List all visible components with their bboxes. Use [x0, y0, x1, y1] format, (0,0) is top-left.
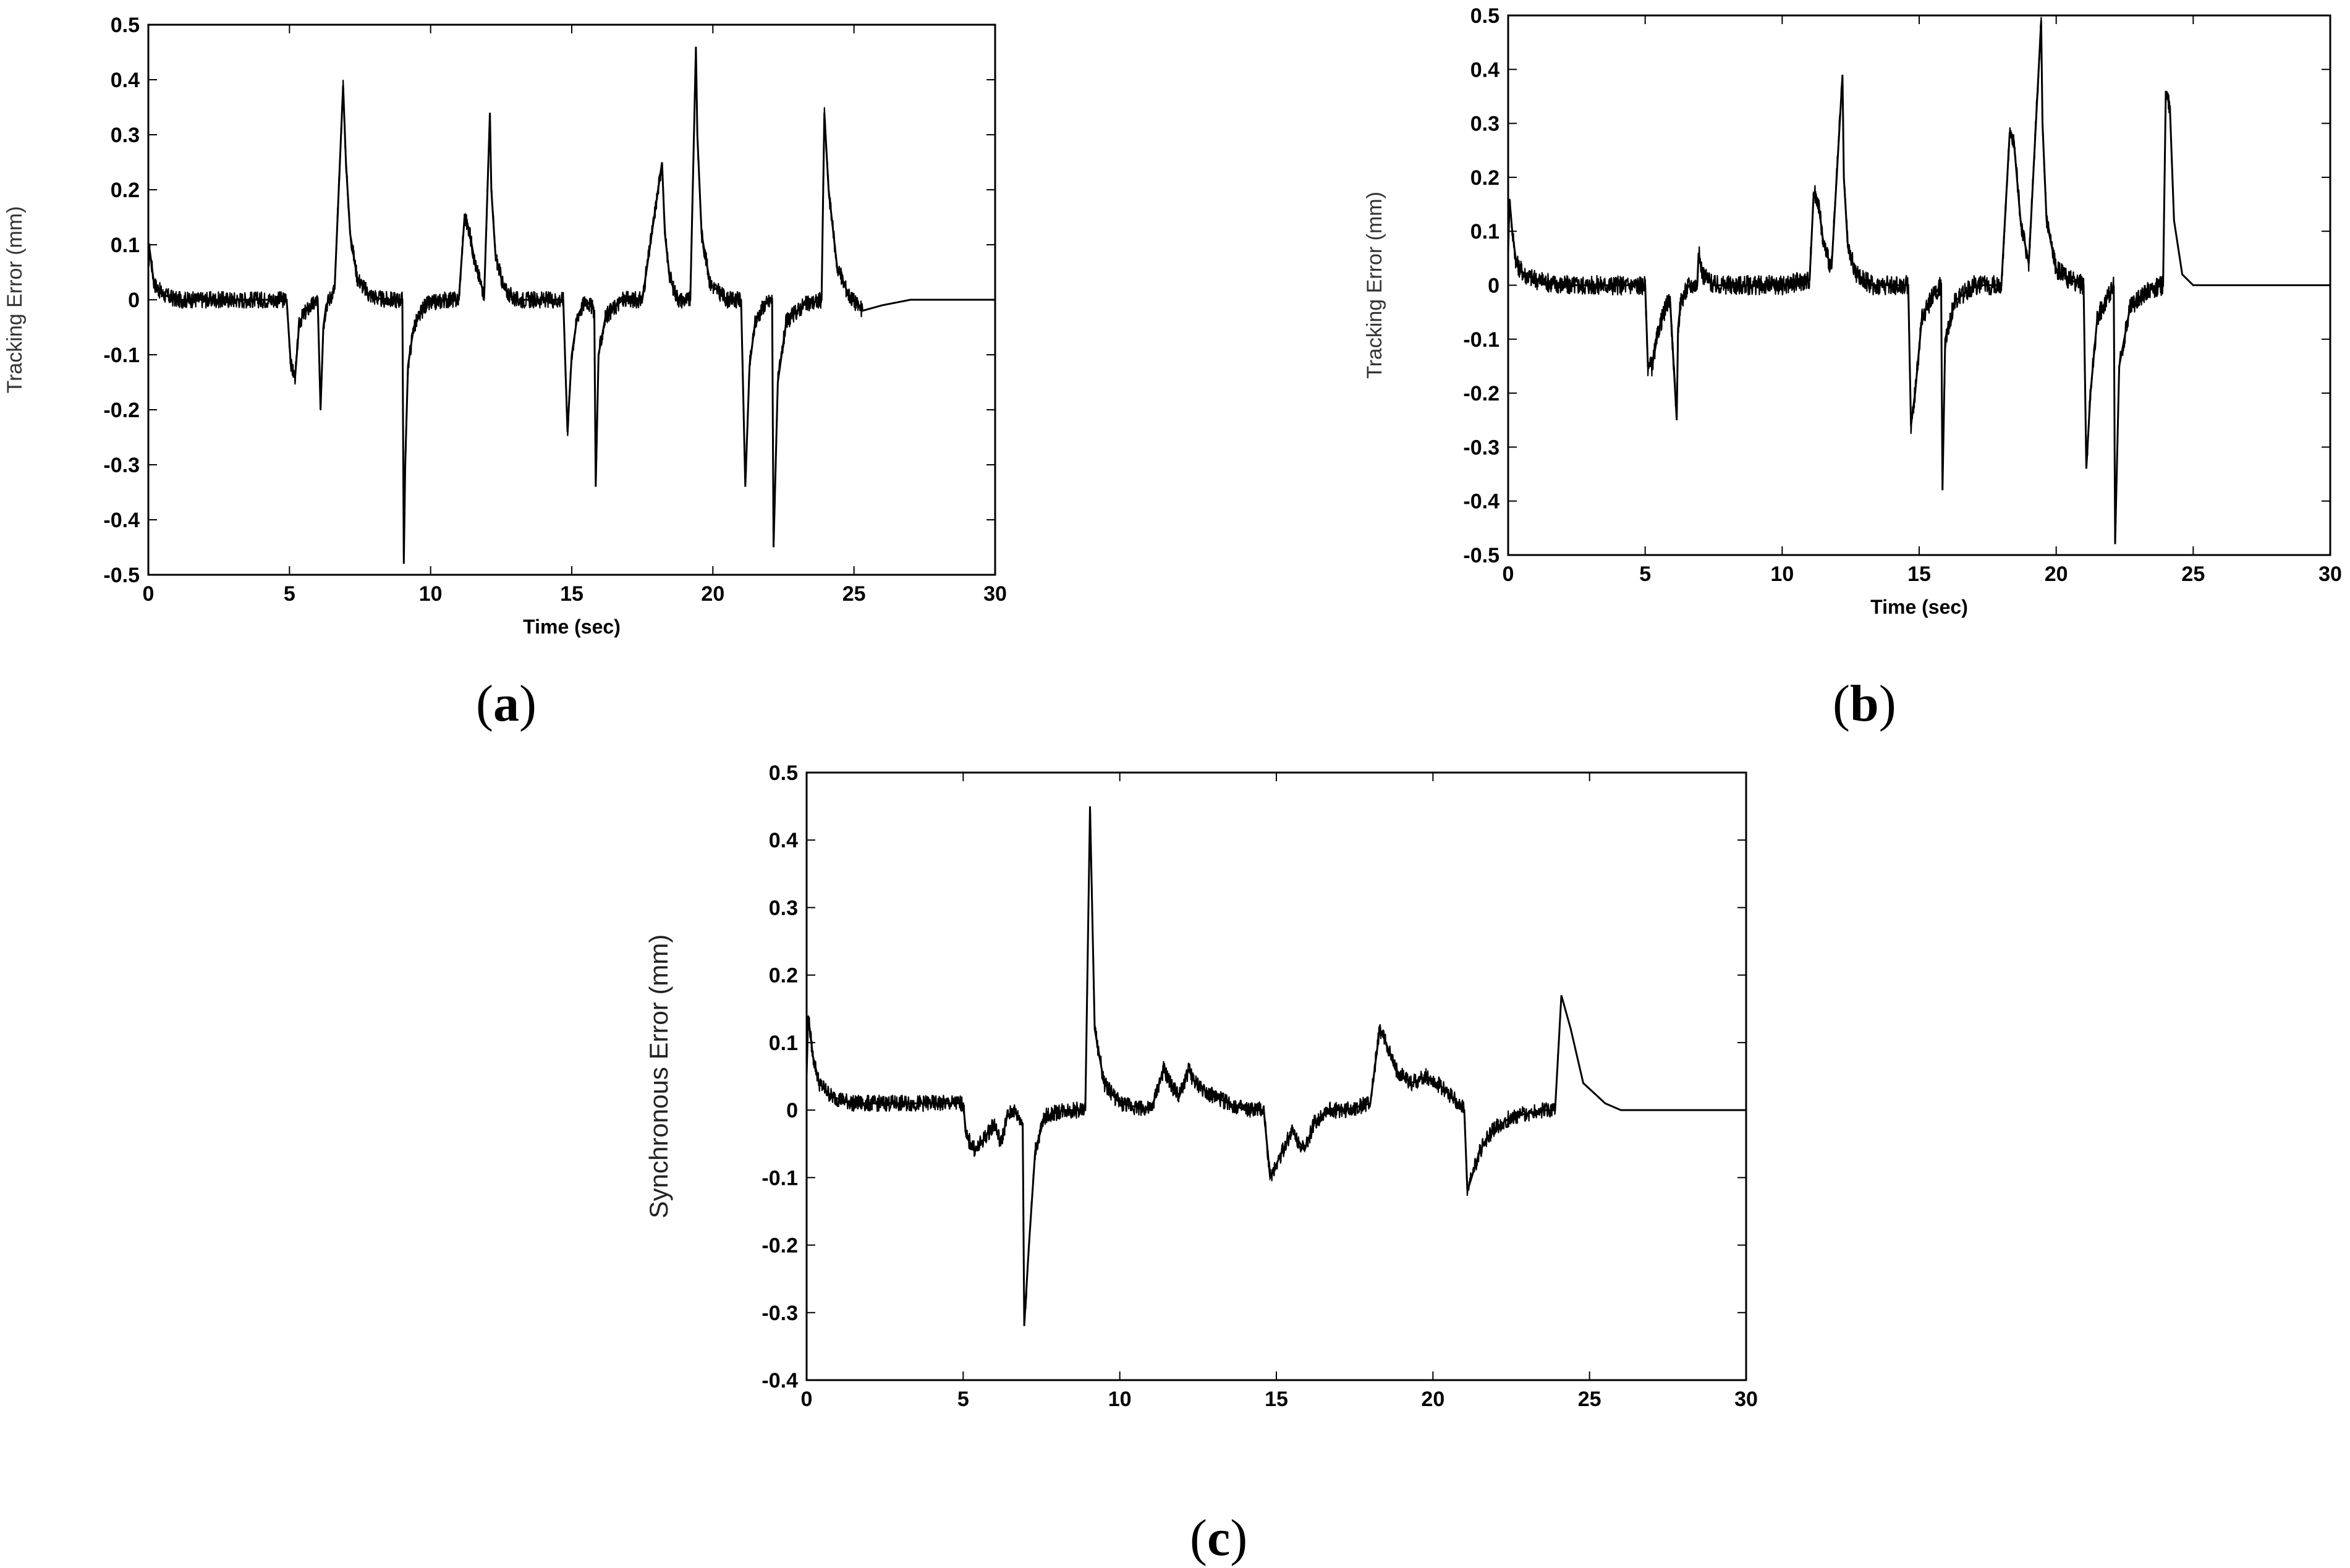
y-tick-label-c-2: 0.3	[769, 896, 798, 920]
x-tick-label-c-6: 30	[1734, 1388, 1758, 1411]
y-axis-label-a: Tracking Error (mm)	[3, 206, 27, 394]
y-tick-label-b-3: 0.2	[1470, 166, 1500, 190]
y-tick-label-a-9: -0.4	[103, 509, 140, 532]
x-tick-label-b-6: 30	[2318, 562, 2342, 586]
y-tick-label-b-7: -0.2	[1463, 382, 1500, 405]
y-tick-label-a-1: 0.4	[111, 69, 140, 92]
y-tick-label-a-8: -0.3	[103, 454, 140, 477]
x-tick-label-a-1: 5	[284, 582, 295, 606]
x-tick-label-c-3: 15	[1265, 1388, 1288, 1411]
y-tick-label-c-0: 0.5	[769, 761, 798, 785]
y-tick-label-a-3: 0.2	[111, 179, 140, 202]
y-tick-label-a-7: -0.2	[103, 399, 140, 422]
y-tick-label-b-6: -0.1	[1463, 328, 1500, 352]
x-tick-label-b-5: 25	[2181, 562, 2205, 586]
y-tick-label-c-8: -0.3	[761, 1302, 798, 1325]
chart-a: 0 5 10 15 20 25 30 0.5 0.4 0.3 0.2 0.1 0 -0.1 -0.2 -0.3…	[3, 14, 1007, 638]
x-tick-label-c-5: 25	[1578, 1388, 1601, 1411]
chart-panel-b: 0 5 10 15 20 25 30 0.5 0.4 0.3 0.2 0.1 0 -0.1 -0.2 -0.3…	[1347, 0, 2350, 624]
y-tick-label-a-10: -0.5	[103, 564, 140, 587]
chart-b: 0 5 10 15 20 25 30 0.5 0.4 0.3 0.2 0.1 0 -0.1 -0.2 -0.3…	[1363, 4, 2342, 618]
y-tick-label-b-4: 0.1	[1470, 220, 1500, 244]
x-tick-label-a-2: 10	[419, 582, 443, 606]
y-axis-label-c: Synchronous Error (mm)	[644, 934, 673, 1219]
x-tick-label-c-4: 20	[1421, 1388, 1444, 1411]
y-tick-label-a-2: 0.3	[111, 124, 140, 147]
y-tick-label-a-4: 0.1	[111, 234, 140, 257]
x-tick-label-a-0: 0	[143, 582, 155, 606]
y-tick-label-c-4: 0.1	[769, 1032, 798, 1055]
x-tick-label-b-2: 10	[1770, 562, 1794, 586]
y-tick-label-a-5: 0	[128, 289, 140, 312]
y-tick-label-a-0: 0.5	[111, 14, 140, 37]
y-tick-label-b-8: -0.3	[1463, 436, 1500, 459]
caption-a-letter: a	[493, 675, 519, 732]
caption-c-letter: c	[1207, 1509, 1231, 1567]
y-tick-label-b-0: 0.5	[1470, 4, 1500, 28]
caption-a: (a)	[476, 675, 537, 732]
x-axis-label-b: Time (sec)	[1870, 596, 1968, 618]
chart-panel-a: 0 5 10 15 20 25 30 0.5 0.4 0.3 0.2 0.1 0 -0.1 -0.2 -0.3…	[0, 0, 1051, 638]
x-tick-label-a-3: 15	[560, 582, 583, 606]
x-tick-label-c-0: 0	[801, 1388, 813, 1411]
x-tick-label-c-2: 10	[1108, 1388, 1132, 1411]
y-tick-label-c-7: -0.2	[761, 1234, 798, 1258]
y-tick-label-b-2: 0.3	[1470, 112, 1500, 136]
y-tick-label-b-1: 0.4	[1470, 58, 1500, 82]
y-tick-label-c-5: 0	[786, 1099, 798, 1122]
x-tick-label-a-5: 25	[842, 582, 866, 606]
series-envelope-a-0	[147, 46, 995, 564]
x-tick-label-a-4: 20	[701, 582, 724, 606]
chart-panel-c: 0 5 10 15 20 25 30 0.5 0.4 0.3 0.2 0.1 0 -0.1 -0.2 -0.3…	[630, 742, 1817, 1452]
y-tick-label-c-1: 0.4	[769, 829, 798, 852]
x-tick-label-c-1: 5	[957, 1388, 969, 1411]
x-tick-label-b-1: 5	[1639, 562, 1651, 586]
x-tick-label-b-4: 20	[2045, 562, 2068, 586]
series-envelope-b-0	[1507, 20, 2330, 545]
x-tick-label-b-0: 0	[1503, 562, 1514, 586]
caption-b-letter: b	[1849, 675, 1879, 732]
y-tick-label-b-5: 0	[1488, 274, 1500, 298]
x-tick-label-b-3: 15	[1907, 562, 1931, 586]
x-tick-label-a-6: 30	[983, 582, 1007, 606]
caption-b: (b)	[1833, 675, 1896, 732]
chart-c: 0 5 10 15 20 25 30 0.5 0.4 0.3 0.2 0.1 0 -0.1 -0.2 -0.3…	[644, 761, 1758, 1411]
caption-c: (c)	[1190, 1509, 1248, 1567]
y-tick-label-a-6: -0.1	[103, 344, 140, 367]
x-axis-label-a: Time (sec)	[523, 616, 621, 638]
plot-frame-c	[805, 771, 1747, 1381]
y-tick-label-c-6: -0.1	[761, 1166, 798, 1190]
y-tick-label-b-9: -0.4	[1463, 490, 1500, 514]
y-tick-label-c-9: -0.4	[761, 1369, 798, 1392]
y-axis-label-b: Tracking Error (mm)	[1363, 192, 1386, 379]
y-tick-label-c-3: 0.2	[769, 964, 798, 988]
y-tick-label-b-10: -0.5	[1463, 544, 1500, 567]
series-envelope-c-0	[805, 806, 1746, 1326]
